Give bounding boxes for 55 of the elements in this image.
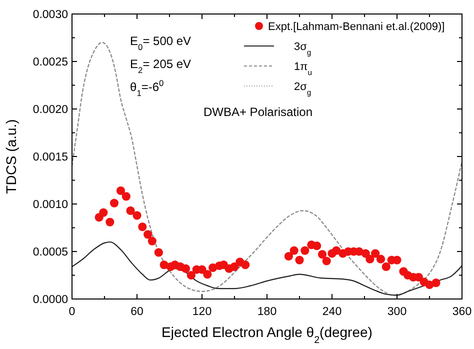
- x-axis-title: Ejected Electron Angle θ$_{2}$(degree): [162, 324, 372, 346]
- point: [366, 254, 374, 264]
- point: [110, 198, 119, 208]
- point: [122, 192, 130, 201]
- point: [186, 270, 196, 280]
- point: [376, 254, 386, 264]
- y-tick-label: 0.0010: [32, 199, 68, 211]
- point: [318, 250, 327, 259]
- point: [371, 249, 380, 258]
- point: [332, 246, 341, 255]
- point: [322, 256, 331, 266]
- point: [154, 248, 163, 257]
- y-tick-label: 0.0025: [32, 56, 68, 68]
- point: [295, 256, 304, 264]
- legend-label: 3σ$_{g}$: [294, 41, 312, 56]
- y-tick-label: 0.0030: [32, 9, 68, 21]
- point: [132, 211, 142, 220]
- annotation: θ$_{1}$=-6$^{0}$: [130, 78, 164, 98]
- legend-label: 2σ$_{g}$: [294, 81, 312, 96]
- point: [230, 262, 239, 271]
- x-tick-label: 300: [387, 306, 407, 318]
- point: [290, 246, 298, 255]
- y-tick-label: 0.0000: [32, 294, 68, 306]
- point: [284, 252, 293, 261]
- x-tick-label: 240: [322, 306, 342, 318]
- point: [116, 186, 126, 195]
- point: [138, 222, 147, 232]
- legend-label: Expt.[Lahmam-Bennani et.al.(2009)]: [268, 21, 445, 33]
- point: [432, 278, 440, 288]
- point: [181, 264, 190, 273]
- annotation: E$_{2}$= 205 eV: [130, 57, 192, 75]
- y-axis-title: TDCS (a.u.): [3, 119, 19, 194]
- point: [382, 262, 390, 271]
- x-tick-label: 180: [257, 306, 277, 318]
- y-tick-label: 0.0015: [32, 152, 68, 164]
- annotation: E$_{0}$= 500 eV: [130, 34, 192, 52]
- line-series: [71, 241, 463, 296]
- point: [144, 230, 152, 239]
- y-tick-label: 0.0005: [32, 246, 68, 258]
- x-tick-label: 120: [192, 306, 212, 318]
- point: [106, 218, 114, 226]
- point: [241, 260, 250, 270]
- point: [203, 270, 212, 279]
- point: [300, 246, 310, 255]
- x-tick-label: 0: [68, 306, 76, 318]
- point: [99, 208, 108, 217]
- point: [148, 236, 156, 246]
- x-tick-label: 60: [130, 306, 144, 318]
- y-tick-label: 0.0020: [32, 104, 68, 116]
- x-tick-label: 360: [452, 306, 472, 318]
- point: [361, 249, 370, 258]
- point: [312, 242, 322, 250]
- point: [126, 206, 135, 215]
- legend-label: 1π$_{u}$: [294, 61, 312, 76]
- annotation: DWBA+ Polarisation: [203, 105, 313, 119]
